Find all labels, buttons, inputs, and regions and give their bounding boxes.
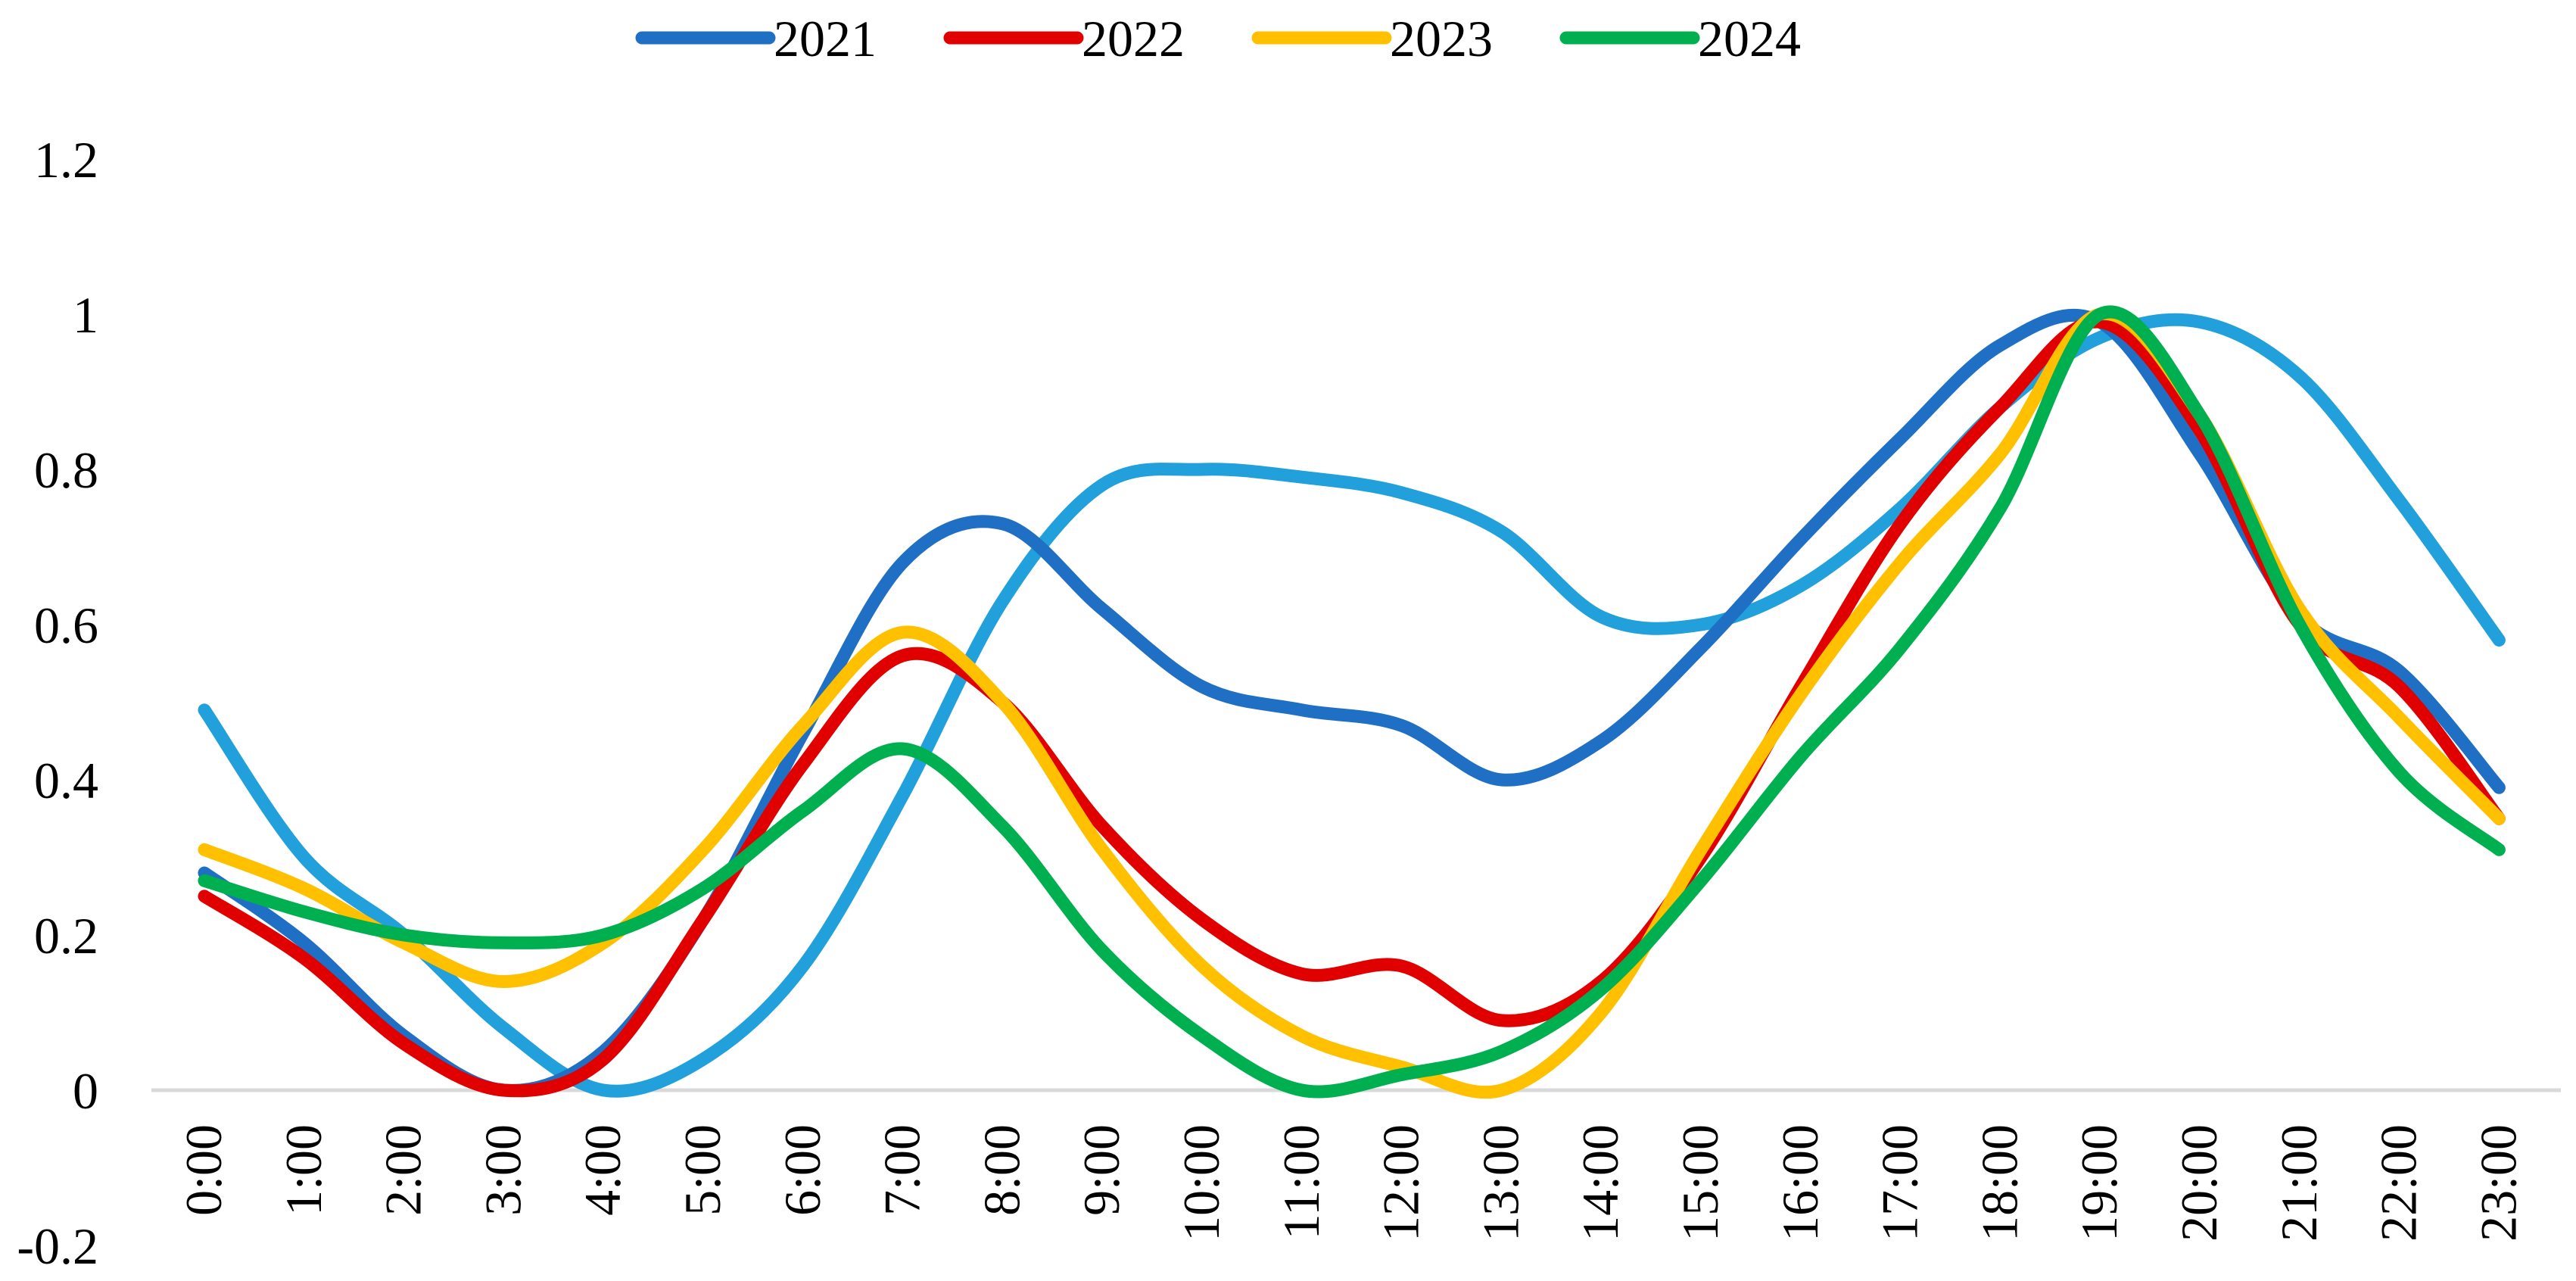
y-tick-label: 0.4 bbox=[34, 752, 98, 809]
legend-label-2022: 2022 bbox=[1082, 10, 1185, 67]
x-tick-label: 9:00 bbox=[1073, 1124, 1130, 1216]
y-tick-label: 1 bbox=[73, 286, 98, 344]
y-tick-label: 1.2 bbox=[34, 131, 98, 189]
x-tick-label: 1:00 bbox=[275, 1124, 332, 1216]
y-tick-label: 0.6 bbox=[34, 597, 98, 654]
x-axis-tick-labels: 0:00 1:00 2:00 3:00 4:00 5:00 6:00 7:00 8:00 9:00… bbox=[175, 1124, 2527, 1242]
x-tick-label: 13:00 bbox=[1472, 1124, 1529, 1242]
x-tick-label: 23:00 bbox=[2469, 1124, 2527, 1242]
x-tick-label: 3:00 bbox=[474, 1124, 531, 1216]
x-tick-label: 2:00 bbox=[375, 1124, 432, 1216]
series-line-2022 bbox=[198, 315, 2506, 1098]
x-tick-label: 12:00 bbox=[1372, 1124, 1430, 1242]
x-tick-label: 19:00 bbox=[2070, 1124, 2128, 1242]
y-tick-label: 0.8 bbox=[34, 441, 98, 499]
x-tick-label: 14:00 bbox=[1571, 1124, 1629, 1242]
x-tick-label: 16:00 bbox=[1771, 1124, 1829, 1242]
x-tick-label: 11:00 bbox=[1272, 1124, 1330, 1239]
x-tick-label: 15:00 bbox=[1671, 1124, 1729, 1242]
x-tick-label: 7:00 bbox=[874, 1124, 931, 1216]
x-tick-label: 10:00 bbox=[1173, 1124, 1230, 1242]
legend-label-2023: 2023 bbox=[1390, 10, 1493, 67]
x-tick-label: 18:00 bbox=[1970, 1124, 2028, 1242]
x-tick-label: 20:00 bbox=[2170, 1124, 2228, 1242]
y-axis-tick-labels: -0.2 0 0.2 0.4 0.6 0.8 1 1.2 bbox=[17, 131, 98, 1275]
legend-label-2021: 2021 bbox=[774, 10, 877, 67]
x-tick-label: 0:00 bbox=[175, 1124, 232, 1216]
x-tick-label: 21:00 bbox=[2270, 1124, 2328, 1242]
series-line-2024 bbox=[198, 305, 2506, 1099]
y-tick-label: -0.2 bbox=[17, 1217, 98, 1275]
legend: 2021 2022 2023 2024 bbox=[635, 10, 1801, 67]
x-tick-label: 5:00 bbox=[674, 1124, 731, 1216]
x-tick-label: 17:00 bbox=[1871, 1124, 1929, 1242]
legend-label-2024: 2024 bbox=[1698, 10, 1801, 67]
y-tick-label: 0.2 bbox=[34, 907, 98, 965]
series-lines bbox=[198, 305, 2506, 1099]
x-tick-label: 6:00 bbox=[774, 1124, 831, 1216]
x-tick-label: 22:00 bbox=[2370, 1124, 2428, 1242]
x-tick-label: 8:00 bbox=[973, 1124, 1030, 1216]
x-tick-label: 4:00 bbox=[574, 1124, 631, 1216]
y-tick-label: 0 bbox=[73, 1062, 98, 1120]
